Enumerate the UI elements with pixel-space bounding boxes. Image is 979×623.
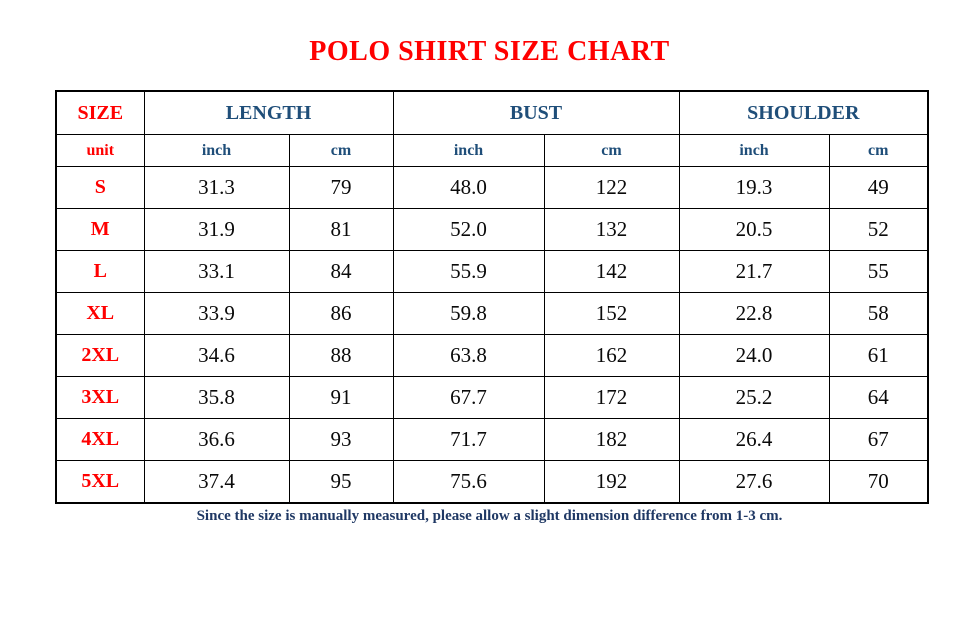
measurement-value: 67.7 — [392, 376, 545, 419]
measurement-value: 71.7 — [392, 418, 545, 461]
measurement-value: 35.8 — [143, 376, 290, 419]
measurement-value: 152 — [543, 292, 680, 335]
page-title: POLO SHIRT SIZE CHART — [309, 36, 670, 67]
header-shoulder: SHOULDER — [678, 90, 929, 135]
measurement-value: 52.0 — [392, 208, 545, 251]
table-row: 2XL 34.6 88 63.8 162 24.0 61 — [55, 334, 929, 377]
measurement-value: 55 — [828, 250, 929, 293]
measurement-value: 67 — [828, 418, 929, 461]
measurement-value: 20.5 — [678, 208, 830, 251]
table-row: 3XL 35.8 91 67.7 172 25.2 64 — [55, 376, 929, 419]
measurement-value: 64 — [828, 376, 929, 419]
measurement-value: 132 — [543, 208, 680, 251]
measurement-value: 24.0 — [678, 334, 830, 377]
table-row: M 31.9 81 52.0 132 20.5 52 — [55, 208, 929, 251]
measurement-value: 91 — [288, 376, 394, 419]
table-row: S 31.3 79 48.0 122 19.3 49 — [55, 166, 929, 209]
measurement-value: 34.6 — [143, 334, 290, 377]
measurement-value: 19.3 — [678, 166, 830, 209]
measurement-value: 52 — [828, 208, 929, 251]
measurement-value: 182 — [543, 418, 680, 461]
header-length: LENGTH — [143, 90, 394, 135]
measurement-value: 122 — [543, 166, 680, 209]
measurement-value: 31.9 — [143, 208, 290, 251]
measurement-value: 25.2 — [678, 376, 830, 419]
measurement-value: 26.4 — [678, 418, 830, 461]
measurement-value: 22.8 — [678, 292, 830, 335]
measurement-value: 59.8 — [392, 292, 545, 335]
measurement-value: 63.8 — [392, 334, 545, 377]
table-row: 5XL 37.4 95 75.6 192 27.6 70 — [55, 460, 929, 504]
size-label: S — [55, 166, 145, 209]
unit-header-row: unit inch cm inch cm inch cm — [55, 134, 929, 167]
size-label: XL — [55, 292, 145, 335]
measurement-value: 27.6 — [678, 460, 830, 504]
measurement-value: 84 — [288, 250, 394, 293]
size-label: 4XL — [55, 418, 145, 461]
unit-length-inch: inch — [143, 134, 290, 167]
group-header-row: SIZE LENGTH BUST SHOULDER — [55, 90, 929, 135]
measurement-value: 58 — [828, 292, 929, 335]
size-label: 3XL — [55, 376, 145, 419]
size-label: M — [55, 208, 145, 251]
measurement-value: 79 — [288, 166, 394, 209]
measurement-value: 31.3 — [143, 166, 290, 209]
measurement-value: 33.1 — [143, 250, 290, 293]
measurement-value: 192 — [543, 460, 680, 504]
measurement-value: 36.6 — [143, 418, 290, 461]
measurement-value: 61 — [828, 334, 929, 377]
measurement-value: 88 — [288, 334, 394, 377]
table-row: L 33.1 84 55.9 142 21.7 55 — [55, 250, 929, 293]
size-table-body: S 31.3 79 48.0 122 19.3 49 M 31.9 81 52.0 132 20.5 52… — [55, 166, 929, 504]
unit-label: unit — [55, 134, 145, 167]
measurement-value: 55.9 — [392, 250, 545, 293]
measurement-value: 48.0 — [392, 166, 545, 209]
measurement-value: 49 — [828, 166, 929, 209]
measurement-value: 162 — [543, 334, 680, 377]
measurement-note: Since the size is manually measured, ple… — [196, 508, 783, 524]
measurement-value: 33.9 — [143, 292, 290, 335]
unit-bust-inch: inch — [392, 134, 545, 167]
header-bust: BUST — [392, 90, 680, 135]
unit-shoulder-inch: inch — [678, 134, 830, 167]
measurement-value: 95 — [288, 460, 394, 504]
measurement-value: 21.7 — [678, 250, 830, 293]
measurement-value: 172 — [543, 376, 680, 419]
measurement-value: 93 — [288, 418, 394, 461]
table-row: XL 33.9 86 59.8 152 22.8 58 — [55, 292, 929, 335]
measurement-value: 37.4 — [143, 460, 290, 504]
unit-bust-cm: cm — [543, 134, 680, 167]
measurement-value: 142 — [543, 250, 680, 293]
table-row: 4XL 36.6 93 71.7 182 26.4 67 — [55, 418, 929, 461]
header-size: SIZE — [55, 90, 145, 135]
measurement-value: 86 — [288, 292, 394, 335]
unit-shoulder-cm: cm — [828, 134, 929, 167]
measurement-value: 70 — [828, 460, 929, 504]
measurement-value: 81 — [288, 208, 394, 251]
size-chart-table: SIZE LENGTH BUST SHOULDER unit inch cm i… — [55, 90, 930, 504]
size-label: L — [55, 250, 145, 293]
size-label: 5XL — [55, 460, 145, 504]
unit-length-cm: cm — [288, 134, 394, 167]
size-label: 2XL — [55, 334, 145, 377]
measurement-value: 75.6 — [392, 460, 545, 504]
